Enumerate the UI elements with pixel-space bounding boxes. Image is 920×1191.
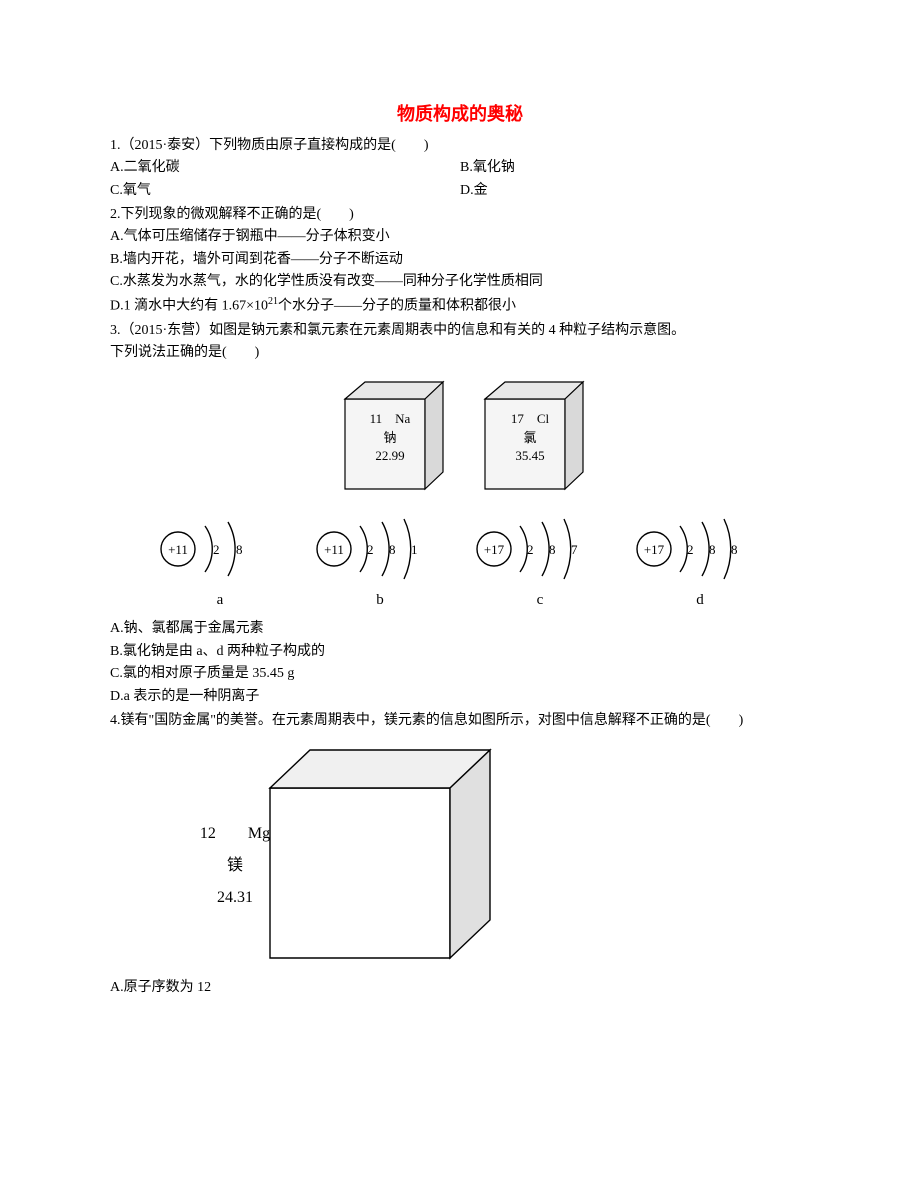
q2-option-a: A.气体可压缩储存于钢瓶中——分子体积变小 — [110, 226, 810, 248]
q3-option-d: D.a 表示的是一种阴离子 — [110, 686, 810, 708]
cl-line2: 氯 — [493, 429, 567, 447]
svg-text:7: 7 — [571, 542, 578, 557]
q1-option-d: D.金 — [460, 180, 810, 202]
question-4: 4.镁有"国防金属"的美誉。在元素周期表中，镁元素的信息如图所示，对图中信息解释… — [110, 710, 810, 999]
svg-text:2: 2 — [687, 542, 694, 557]
q1-option-a: A.二氧化碳 — [110, 157, 460, 179]
atom-a: +11 2 8 a — [150, 514, 290, 612]
svg-text:8: 8 — [389, 542, 396, 557]
svg-text:8: 8 — [731, 542, 738, 557]
atom-c: +17 2 8 7 c — [470, 514, 610, 612]
atom-b-label: b — [376, 588, 384, 612]
question-3: 3.（2015·东营）如图是钠元素和氯元素在元素周期表中的信息和有关的 4 种粒… — [110, 320, 810, 708]
question-1: 1.（2015·泰安）下列物质由原子直接构成的是( ) A.二氧化碳 B.氧化钠… — [110, 135, 810, 202]
q3-figure: 11 Na 钠 22.99 17 Cl 氯 35.45 — [110, 374, 810, 612]
q3-option-b: B.氯化钠是由 a、d 两种粒子构成的 — [110, 641, 810, 663]
na-line3: 22.99 — [353, 447, 427, 465]
atom-b: +11 2 8 1 b — [310, 514, 450, 612]
q3-option-a: A.钠、氯都属于金属元素 — [110, 618, 810, 640]
q2-option-d: D.1 滴水中大约有 1.67×1021个水分子——分子的质量和体积都很小 — [110, 294, 810, 318]
q2-stem: 2.下列现象的微观解释不正确的是( ) — [110, 204, 810, 226]
q2-option-c: C.水蒸发为水蒸气，水的化学性质没有改变——同种分子化学性质相同 — [110, 271, 810, 293]
svg-text:2: 2 — [527, 542, 534, 557]
atom-diagrams-row: +11 2 8 a +11 2 8 1 — [140, 514, 780, 612]
svg-text:+17: +17 — [644, 542, 665, 557]
q4-option-a: A.原子序数为 12 — [110, 977, 810, 999]
svg-text:8: 8 — [549, 542, 556, 557]
element-card-na: 11 Na 钠 22.99 — [335, 374, 445, 494]
q4-figure: 12 Mg 镁 24.31 — [110, 738, 810, 976]
svg-text:2: 2 — [213, 542, 220, 557]
na-line1: 11 Na — [353, 410, 427, 428]
mg-line1: 12 Mg — [160, 818, 310, 850]
atom-c-label: c — [537, 588, 544, 612]
page-title: 物质构成的奥秘 — [110, 100, 810, 129]
svg-text:+11: +11 — [324, 542, 344, 557]
svg-text:1: 1 — [411, 542, 418, 557]
svg-text:2: 2 — [367, 542, 374, 557]
q1-stem: 1.（2015·泰安）下列物质由原子直接构成的是( ) — [110, 135, 810, 157]
element-cards-row: 11 Na 钠 22.99 17 Cl 氯 35.45 — [335, 374, 585, 494]
q3-option-c: C.氯的相对原子质量是 35.45 g — [110, 663, 810, 685]
q4-stem: 4.镁有"国防金属"的美誉。在元素周期表中，镁元素的信息如图所示，对图中信息解释… — [110, 710, 810, 732]
element-card-cl: 17 Cl 氯 35.45 — [475, 374, 585, 494]
atom-d: +17 2 8 8 d — [630, 514, 770, 612]
mg-line2: 镁 — [160, 850, 310, 882]
q1-option-b: B.氧化钠 — [460, 157, 810, 179]
svg-text:8: 8 — [709, 542, 716, 557]
q3-stem-1: 3.（2015·东营）如图是钠元素和氯元素在元素周期表中的信息和有关的 4 种粒… — [110, 320, 810, 342]
q1-option-c: C.氧气 — [110, 180, 460, 202]
mg-line3: 24.31 — [160, 882, 310, 914]
question-2: 2.下列现象的微观解释不正确的是( ) A.气体可压缩储存于钢瓶中——分子体积变… — [110, 204, 810, 318]
svg-text:+11: +11 — [168, 542, 188, 557]
q2-option-b: B.墙内开花，墙外可闻到花香——分子不断运动 — [110, 249, 810, 271]
q3-stem-2: 下列说法正确的是( ) — [110, 342, 810, 364]
atom-a-label: a — [217, 588, 224, 612]
svg-text:+17: +17 — [484, 542, 505, 557]
cl-line1: 17 Cl — [493, 410, 567, 428]
atom-d-label: d — [696, 588, 704, 612]
na-line2: 钠 — [353, 429, 427, 447]
svg-text:8: 8 — [236, 542, 243, 557]
cl-line3: 35.45 — [493, 447, 567, 465]
